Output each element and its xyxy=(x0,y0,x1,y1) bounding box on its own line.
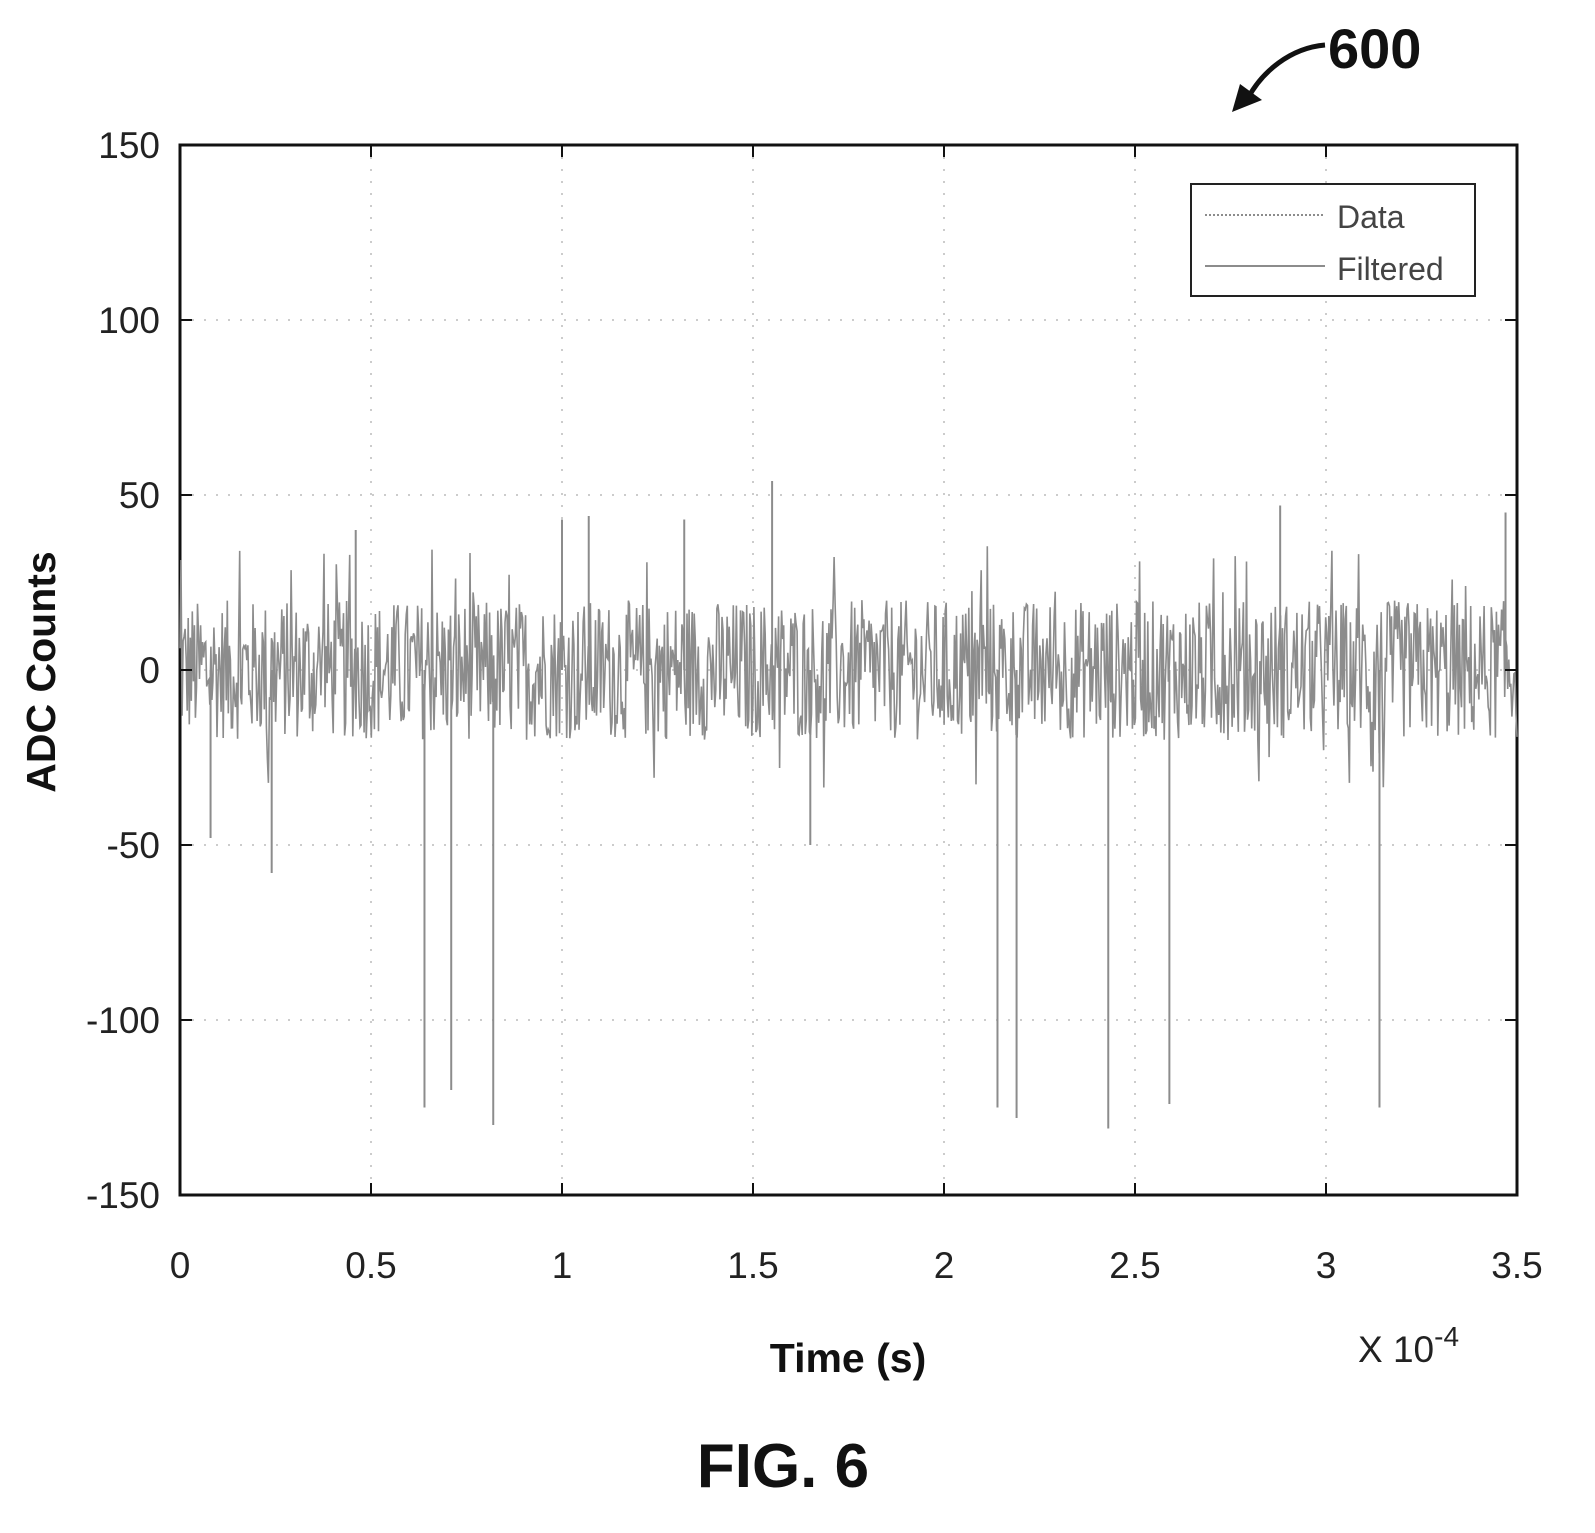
data-series-line xyxy=(179,546,1518,788)
figure-ref-number: 600 xyxy=(1328,17,1421,80)
x-tick-label: 1.5 xyxy=(727,1245,778,1286)
y-tick-label: -50 xyxy=(107,825,160,866)
ref-arrow-head-icon xyxy=(1232,84,1262,112)
x-multiplier-base: X 10 xyxy=(1358,1329,1434,1370)
x-tick-label: 3 xyxy=(1316,1245,1337,1286)
x-tick-label: 0.5 xyxy=(345,1245,396,1286)
x-tick-label: 0 xyxy=(170,1245,191,1286)
y-tick-label: 100 xyxy=(98,300,160,341)
x-axis-title: Time (s) xyxy=(770,1335,926,1381)
legend-label-data: Data xyxy=(1337,199,1405,235)
legend-box xyxy=(1190,183,1476,297)
y-axis-ticks: 150 100 50 0 -50 -100 -150 xyxy=(86,125,1517,1216)
x-axis-ticks: 0 0.5 1 1.5 2 2.5 3 3.5 xyxy=(170,145,1543,1286)
figure-caption: FIG. 6 xyxy=(697,1432,869,1501)
series-data-trace xyxy=(179,481,1518,1129)
y-tick-label: 150 xyxy=(98,125,160,166)
x-tick-label: 2.5 xyxy=(1109,1245,1160,1286)
x-axis-multiplier: X 10-4 xyxy=(1358,1321,1459,1370)
y-tick-label: -100 xyxy=(86,1000,160,1041)
y-tick-label: -150 xyxy=(86,1175,160,1216)
legend-label-filtered: Filtered xyxy=(1337,251,1444,287)
x-multiplier-exponent: -4 xyxy=(1434,1321,1459,1352)
ref-arrow-icon xyxy=(1245,42,1326,100)
legend: Data Filtered xyxy=(1190,183,1476,297)
y-tick-label: 0 xyxy=(139,650,160,691)
y-axis-title: ADC Counts xyxy=(18,551,64,792)
x-tick-label: 1 xyxy=(552,1245,573,1286)
x-tick-label: 2 xyxy=(934,1245,955,1286)
y-tick-label: 50 xyxy=(119,475,160,516)
x-tick-label: 3.5 xyxy=(1491,1245,1542,1286)
